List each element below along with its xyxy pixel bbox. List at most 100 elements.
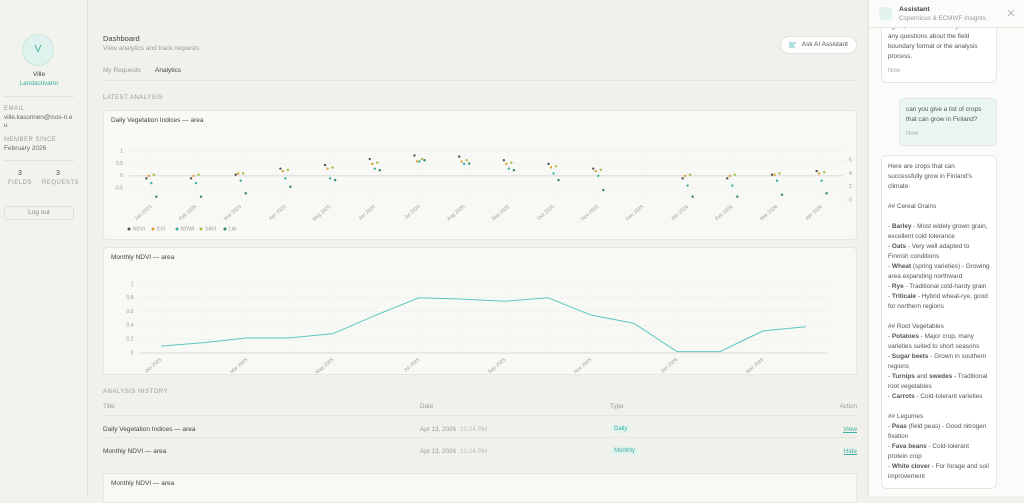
data-point [510, 161, 513, 164]
card-title: Monthly NDVI — area [111, 480, 175, 487]
data-point [145, 177, 148, 180]
y-tick-label: 1 [120, 149, 123, 155]
x-tick-label: Jun 2025 [357, 204, 377, 222]
text: (field peas) - Good nitrogen fixation [888, 423, 987, 440]
text: - [888, 223, 892, 230]
x-tick-label: Oct 2025 [536, 204, 556, 222]
column-header: Action [839, 403, 857, 410]
tab-active[interactable]: Analytics [155, 67, 182, 74]
ask-icon [789, 42, 796, 48]
logout-button[interactable]: Log out [4, 206, 74, 220]
bold-text: Potatoes [891, 333, 919, 340]
text: - [888, 373, 892, 380]
email-label: EMAIL [4, 106, 25, 112]
data-point [284, 177, 287, 180]
x-tick-label: Mar 2025 [223, 204, 243, 222]
data-point [244, 192, 247, 195]
type-badge: Daily [610, 425, 632, 433]
assistant-message: again, or let me know if you have any qu… [881, 22, 997, 83]
message-line: - Sugar beets - Grown in southern region… [888, 352, 990, 372]
message-line: ## Cereal Grains [888, 202, 990, 212]
assistant-header: Assistant Copernicus & ECMWF Insights [869, 0, 1024, 28]
data-point [825, 192, 828, 195]
data-point [775, 179, 779, 182]
data-point [599, 168, 602, 172]
x-tick-label: Nov 2025 [580, 204, 600, 222]
message-line: - Potatoes - Major crop, many varieties … [888, 332, 990, 352]
data-point [328, 177, 332, 180]
y-tick-label: 1 [131, 281, 134, 287]
data-point [371, 162, 374, 166]
user-name: Ville [32, 71, 46, 78]
y2-tick-label: 4 [849, 171, 852, 177]
data-point [237, 172, 240, 175]
message-line: - Rye - Traditional cold-hardy grain [888, 282, 990, 292]
stat-label: FIELDS [7, 180, 32, 186]
row-title: Daily Vegetation Indices — area [103, 426, 196, 433]
text: and [914, 373, 930, 380]
x-tick-label: Sep 2025 [487, 357, 507, 374]
row-action[interactable]: Hide [843, 448, 857, 455]
legend-label: NDVI [133, 226, 145, 232]
x-tick-label: Apr 2025 [268, 204, 288, 222]
message-line: - White clover - For forage and soil imp… [888, 462, 990, 482]
messages: again, or let me know if you have any qu… [869, 0, 1024, 496]
type-badge: Monthly [610, 447, 640, 455]
y-tick-label: 0.2 [127, 337, 134, 343]
email: ville.kasurinen@icos-ri.eu [4, 114, 73, 129]
legend-label: SAVI [205, 226, 216, 232]
data-point [420, 157, 424, 161]
divider [4, 160, 74, 161]
text: - Grown in southern regions [888, 353, 987, 370]
text: - Traditional root vegetables [888, 373, 988, 390]
message-line: can you give a list of crops that can gr… [906, 105, 990, 125]
close-button[interactable] [1008, 10, 1014, 16]
x-tick-label: Aug 2025 [446, 204, 466, 222]
x-tick-label: Jul 2025 [403, 204, 422, 221]
sidebar: V Ville Landactivator EMAIL ville.kasuri… [0, 0, 88, 496]
text: - Cold-tolerant varieties [914, 393, 983, 400]
chart: -0.5 0 0.5 1 0 2 4 6 Jan 2025 Feb 2025 Mar 2025 Apr… [114, 147, 852, 232]
row-divider [103, 415, 857, 416]
bold-text: Triticale [891, 293, 917, 300]
data-point [815, 169, 818, 173]
bold-text: Carrots [891, 393, 915, 400]
legend-label: EVI [157, 226, 165, 232]
data-point [465, 159, 468, 162]
bold-text: Wheat [891, 263, 912, 270]
data-point [728, 174, 731, 178]
legend-swatch [223, 227, 227, 231]
text: - [888, 243, 892, 250]
x-tick-label: Dec 2025 [625, 204, 645, 222]
column-header: Title [103, 403, 115, 410]
page-title: Dashboard [103, 34, 140, 43]
data-point [549, 166, 553, 169]
data-point [554, 165, 558, 168]
data-line [160, 297, 807, 353]
tab[interactable]: My Requests [103, 67, 141, 74]
message-line: - Barley - Most widely grown grain, exce… [888, 222, 990, 242]
card-title: Daily Vegetation Indices — area [111, 117, 204, 124]
bold-text: Barley [891, 223, 912, 230]
message-time: Now [888, 68, 901, 74]
y-tick-label: 0.5 [116, 161, 123, 167]
data-point [780, 193, 784, 196]
text: - For forage and soil improvement [888, 463, 989, 480]
data-point [733, 173, 736, 176]
data-point [423, 159, 426, 162]
x-tick-label: Jan 2025 [144, 357, 164, 374]
data-point [281, 169, 285, 173]
ask-ai-button[interactable]: Ask AI Assistant [780, 36, 857, 54]
data-point [376, 161, 379, 164]
legend-swatch [175, 227, 179, 231]
data-point [323, 163, 327, 167]
row-action[interactable]: View [843, 426, 857, 433]
data-point [368, 157, 371, 161]
data-point [502, 159, 506, 162]
data-point [770, 173, 774, 176]
bold-text: Turnips [891, 373, 915, 380]
data-point [189, 177, 193, 180]
text: - [888, 333, 892, 340]
y-tick-label: 0.8 [127, 295, 134, 301]
